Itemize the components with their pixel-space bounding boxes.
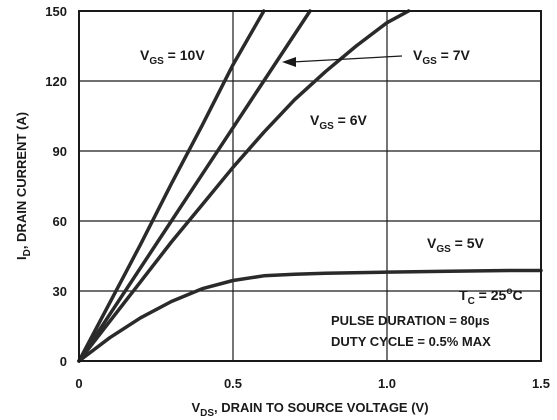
y-axis-title: ID, DRAIN CURRENT (A) — [14, 112, 33, 260]
annotation-pulse-duration: PULSE DURATION = 80µs — [331, 313, 490, 328]
series-label-vgs-5v: VGS = 5V — [427, 235, 485, 255]
annotation-duty-cycle: DUTY CYCLE = 0.5% MAX — [331, 334, 491, 349]
series-pointer-arrow — [282, 55, 403, 67]
x-tick-label: 0.5 — [224, 376, 242, 391]
annotation-case-temperature: TC = 25oC — [459, 286, 523, 307]
series-label-vgs-6v: VGS = 6V — [310, 112, 368, 132]
x-tick-label: 1.5 — [532, 376, 550, 391]
series-line-0 — [77, 9, 266, 363]
grid — [79, 11, 541, 361]
x-tick-labels: 0 0.5 1.0 1.5 — [75, 376, 550, 391]
y-tick-label: 120 — [45, 74, 67, 89]
x-tick-label: 1.0 — [378, 376, 396, 391]
y-tick-label: 60 — [53, 214, 67, 229]
y-tick-labels: 0 30 60 90 120 150 — [45, 4, 67, 369]
series-label-vgs-7v: VGS = 7V — [413, 47, 471, 67]
y-tick-label: 0 — [60, 354, 67, 369]
series-line-1 — [77, 9, 312, 363]
series-line-2 — [77, 9, 411, 363]
x-axis-title: VDS, DRAIN TO SOURCE VOLTAGE (V) — [191, 400, 428, 419]
x-tick-label: 0 — [75, 376, 82, 391]
y-tick-label: 30 — [53, 284, 67, 299]
y-tick-label: 90 — [53, 144, 67, 159]
plot-frame — [78, 10, 542, 362]
curves — [77, 9, 543, 363]
y-tick-label: 150 — [45, 4, 67, 19]
series-line-3 — [77, 268, 543, 363]
series-label-vgs-10v: VGS = 10V — [140, 47, 205, 67]
